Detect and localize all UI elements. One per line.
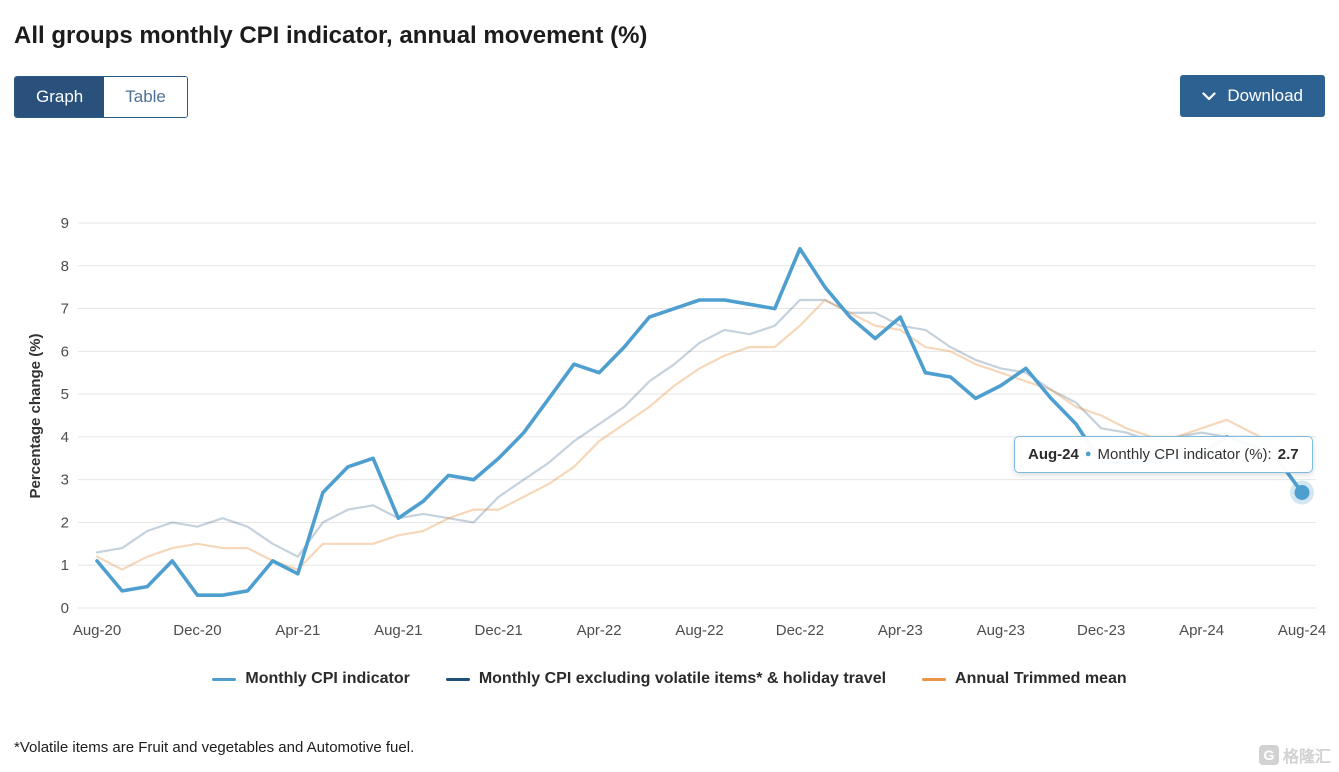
- page-title: All groups monthly CPI indicator, annual…: [14, 22, 648, 49]
- svg-text:Dec-21: Dec-21: [474, 622, 522, 639]
- hover-marker: [1294, 485, 1310, 500]
- legend-label: Monthly CPI excluding volatile items* & …: [478, 670, 887, 687]
- legend-swatch-cpi-excluding-volatile: [445, 677, 470, 681]
- tooltip-series-label: Monthly CPI indicator (%):: [1097, 446, 1272, 463]
- chart-legend: Monthly CPI indicator Monthly CPI exclud…: [0, 670, 1339, 688]
- series-line-0: [95, 246, 1304, 598]
- watermark-icon: G: [1258, 745, 1279, 765]
- legend-label: Annual Trimmed mean: [955, 670, 1127, 687]
- series-line-2: [95, 298, 1304, 571]
- svg-text:Apr-22: Apr-22: [577, 622, 622, 639]
- series-line-1: [95, 298, 1304, 558]
- svg-text:6: 6: [61, 343, 69, 360]
- svg-text:5: 5: [61, 386, 69, 403]
- download-label: Download: [1227, 86, 1303, 105]
- svg-text:Apr-23: Apr-23: [878, 622, 923, 639]
- chevron-down-icon: [1202, 91, 1216, 101]
- y-axis-title: Percentage change (%): [27, 333, 44, 498]
- svg-text:8: 8: [61, 258, 69, 275]
- svg-text:Aug-20: Aug-20: [73, 622, 121, 639]
- gelonghui-watermark-logo: G 格隆汇: [1258, 743, 1331, 767]
- svg-text:Aug-21: Aug-21: [374, 622, 422, 639]
- svg-text:Dec-22: Dec-22: [776, 622, 824, 639]
- gridlines: [78, 222, 1316, 609]
- watermark-text: 格隆汇: [1282, 749, 1331, 766]
- x-axis-labels: Aug-20 Dec-20 Apr-21 Aug-21 Dec-21 Apr-22 Aug-…: [73, 622, 1326, 639]
- legend-label: Monthly CPI indicator: [245, 670, 410, 687]
- legend-item-monthly-cpi-indicator[interactable]: Monthly CPI indicator: [212, 670, 410, 688]
- svg-text:Apr-21: Apr-21: [275, 622, 320, 639]
- tooltip-value: 2.7: [1277, 446, 1299, 463]
- svg-text:9: 9: [61, 215, 69, 232]
- legend-swatch-annual-trimmed-mean: [922, 677, 947, 681]
- svg-text:Aug-24: Aug-24: [1278, 622, 1326, 639]
- svg-text:Dec-23: Dec-23: [1077, 622, 1125, 639]
- svg-text:0: 0: [61, 600, 69, 617]
- svg-text:Apr-24: Apr-24: [1179, 622, 1224, 639]
- chart-tooltip: Aug-24 ● Monthly CPI indicator (%): 2.7: [1014, 436, 1313, 473]
- svg-text:1: 1: [61, 557, 69, 574]
- download-button[interactable]: Download: [1180, 75, 1325, 117]
- svg-text:Aug-22: Aug-22: [675, 622, 723, 639]
- legend-item-annual-trimmed-mean[interactable]: Annual Trimmed mean: [922, 670, 1127, 688]
- svg-text:7: 7: [61, 301, 69, 318]
- svg-text:3: 3: [61, 472, 69, 489]
- svg-text:4: 4: [61, 429, 69, 446]
- tooltip-series-dot: ●: [1084, 448, 1092, 460]
- tooltip-date: Aug-24: [1028, 446, 1079, 463]
- tab-graph[interactable]: Graph: [15, 77, 105, 117]
- svg-text:Dec-20: Dec-20: [173, 622, 221, 639]
- legend-swatch-monthly-cpi-indicator: [212, 677, 237, 681]
- tab-table[interactable]: Table: [104, 77, 187, 117]
- svg-text:2: 2: [61, 514, 69, 531]
- view-toggle: Graph Table: [14, 76, 188, 118]
- svg-text:Aug-23: Aug-23: [977, 622, 1025, 639]
- y-axis-labels: 0 1 2 3 4 5 6 7 8 9: [61, 215, 69, 617]
- footnote: *Volatile items are Fruit and vegetables…: [14, 739, 415, 756]
- legend-item-cpi-excluding-volatile[interactable]: Monthly CPI excluding volatile items* & …: [445, 670, 887, 688]
